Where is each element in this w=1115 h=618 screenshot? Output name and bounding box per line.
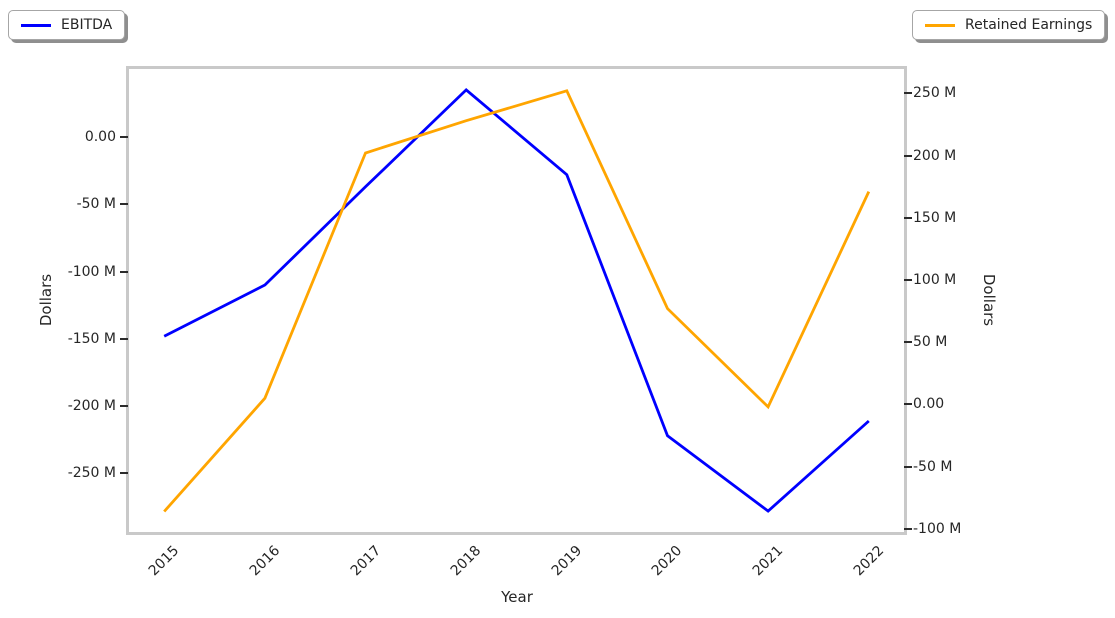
x-tick-label: 2018 xyxy=(447,542,485,580)
y-tick-mark-right xyxy=(904,527,912,530)
x-tick-label: 2017 xyxy=(347,542,384,580)
y-tick-label-right: -100 M xyxy=(913,520,962,537)
y-tick-label-right: 250 M xyxy=(913,85,957,102)
x-tick-label: 2015 xyxy=(145,542,183,580)
y-tick-mark-left xyxy=(120,270,128,273)
y-tick-label-left: -200 M xyxy=(67,398,116,415)
y-tick-label-left: -50 M xyxy=(76,196,116,213)
ebitda-line-swatch xyxy=(21,23,51,27)
y-axis-title-left: Dollars xyxy=(37,273,55,327)
y-tick-label-right: -50 M xyxy=(913,458,953,475)
plot-area xyxy=(126,66,907,535)
y-tick-mark-left xyxy=(120,135,128,138)
y-tick-mark-left xyxy=(120,472,128,475)
y-tick-label-left: -100 M xyxy=(67,263,116,280)
y-tick-label-right: 0.00 xyxy=(913,396,945,413)
y-tick-mark-right xyxy=(904,403,912,406)
x-tick-label: 2019 xyxy=(548,542,586,580)
y-tick-label-right: 200 M xyxy=(913,147,957,164)
y-tick-label-right: 150 M xyxy=(913,209,957,226)
x-tick-label: 2021 xyxy=(749,542,787,580)
y-tick-label-left: -150 M xyxy=(67,330,116,347)
x-tick-label: 2016 xyxy=(246,542,284,580)
y-tick-mark-right xyxy=(904,92,912,95)
x-tick-label: 2022 xyxy=(850,542,888,580)
line-chart xyxy=(163,88,871,513)
y-tick-mark-right xyxy=(904,278,912,281)
retained-earnings-line-swatch xyxy=(925,23,955,27)
series-line-ebitda xyxy=(163,88,870,513)
y-tick-label-left: 0.00 xyxy=(84,128,116,145)
y-tick-mark-left xyxy=(120,203,128,206)
x-axis-title: Year xyxy=(501,588,533,606)
y-tick-mark-right xyxy=(904,154,912,157)
x-tick-label: 2020 xyxy=(649,542,686,580)
y-tick-mark-right xyxy=(904,341,912,344)
y-tick-label-left: -250 M xyxy=(67,465,116,482)
y-tick-label-right: 100 M xyxy=(913,271,957,288)
y-tick-mark-left xyxy=(120,405,128,408)
legend-ebitda: EBITDA xyxy=(8,10,126,40)
legend-retained-earnings-label: Retained Earnings xyxy=(965,17,1093,33)
series-line-retained-earnings xyxy=(163,89,871,513)
y-tick-mark-left xyxy=(120,337,128,340)
y-tick-label-right: 50 M xyxy=(913,334,948,351)
legend-ebitda-label: EBITDA xyxy=(61,17,113,33)
legend-retained-earnings: Retained Earnings xyxy=(912,10,1106,40)
y-tick-mark-right xyxy=(904,216,912,219)
y-tick-mark-right xyxy=(904,465,912,468)
